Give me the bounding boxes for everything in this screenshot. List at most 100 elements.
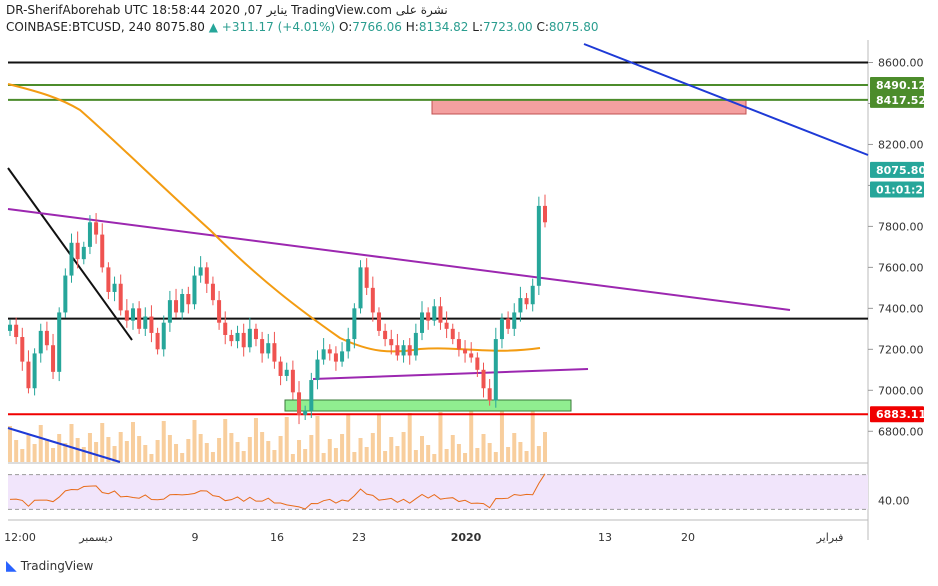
candle-body: [315, 359, 320, 381]
volume-bar: [87, 433, 92, 462]
volume-bar: [401, 432, 406, 462]
descending-trendline-purple[interactable]: [7, 208, 791, 311]
volume-bar: [223, 419, 228, 462]
candle-body: [456, 339, 461, 350]
high-label: H:: [405, 20, 419, 34]
close-label: C:: [536, 20, 549, 34]
candle-body: [87, 222, 92, 247]
volume-bars: [8, 409, 547, 462]
candle-body: [383, 330, 388, 340]
candle-body: [192, 275, 197, 305]
volume-bar: [303, 449, 308, 462]
candle-body: [223, 322, 228, 335]
footer: ◣ TradingView: [6, 558, 93, 574]
candle-body: [241, 332, 246, 348]
downtrend-line-blue[interactable]: [583, 43, 869, 156]
candle-body: [407, 345, 412, 356]
volume-bar: [395, 446, 400, 462]
volume-bar: [241, 451, 246, 462]
volume-bar: [81, 447, 86, 462]
x-tick-label: 16: [270, 531, 284, 544]
candle-body: [69, 242, 74, 276]
candle-body: [524, 298, 529, 305]
volume-bar: [192, 420, 197, 462]
volume-bar: [346, 415, 351, 462]
volume-bar: [284, 417, 289, 462]
volume-bar: [481, 434, 486, 462]
candle-body: [94, 222, 99, 235]
volume-bar: [309, 435, 314, 462]
volume-bar: [444, 449, 449, 462]
candle-body: [272, 343, 277, 362]
candle-body: [149, 316, 154, 333]
volume-bar: [278, 436, 283, 462]
low-value: 7723.00: [483, 20, 533, 34]
volume-bar: [352, 452, 357, 462]
candle-body: [370, 287, 375, 313]
candle-body: [530, 285, 535, 305]
price-axis: 6800.00 7000.00 7200.00 7400.00 7600.00 7800.…: [868, 56, 931, 438]
volume-bar: [420, 436, 425, 462]
low-label: L:: [472, 20, 483, 34]
support-zone[interactable]: [284, 399, 572, 412]
candle-body: [38, 330, 43, 354]
x-tick-label: ديسمبر: [78, 531, 113, 544]
resistance-zone[interactable]: [431, 99, 747, 115]
moving-average[interactable]: [7, 83, 541, 353]
volume-bar: [167, 435, 172, 462]
y-tick-label: 8200.00: [878, 138, 924, 151]
x-tick-label: 23: [352, 531, 366, 544]
candle-body: [112, 283, 117, 292]
candle-body: [51, 345, 56, 372]
brand-label: TradingView: [20, 559, 94, 573]
volume-bar: [100, 423, 105, 462]
candle-body: [389, 339, 394, 346]
volume-bar: [389, 437, 394, 462]
candle-body: [14, 324, 19, 338]
x-tick-label: فبراير: [816, 531, 844, 544]
volume-bar: [499, 410, 504, 462]
volume-bar: [536, 446, 541, 462]
price-label-box: [870, 181, 924, 198]
x-tick-label: 13: [598, 531, 612, 544]
volume-bar: [487, 443, 492, 462]
candle-body: [180, 294, 185, 313]
y-tick-label: 7400.00: [878, 302, 924, 315]
y-tick-label: 7600.00: [878, 261, 924, 274]
candle-body: [346, 339, 351, 352]
open-label: O:: [339, 20, 353, 34]
candle-body: [309, 380, 314, 411]
tradingview-logo-icon: ◣: [6, 558, 17, 574]
candle-body: [75, 242, 80, 260]
candle-body: [321, 349, 326, 360]
candle-body: [130, 308, 135, 321]
volume-bar: [32, 444, 37, 462]
candle-body: [438, 306, 443, 323]
candle-body: [260, 339, 265, 354]
volume-bar: [143, 445, 148, 462]
candle-body: [217, 300, 222, 323]
volume-bar: [506, 447, 511, 462]
volume-bar: [383, 451, 388, 462]
volume-bar: [124, 441, 129, 462]
ascending-trendline-purple[interactable]: [312, 368, 589, 380]
candle-body: [450, 328, 455, 340]
volume-bar: [315, 416, 320, 462]
volume-bar: [217, 438, 222, 462]
lower-trendline-blue[interactable]: [7, 427, 121, 463]
candle-body: [284, 369, 289, 376]
volume-bar: [130, 422, 135, 462]
price-label-box: [870, 76, 924, 93]
volume-bar: [493, 452, 498, 462]
grid: [8, 40, 869, 540]
candle-body: [297, 392, 302, 415]
volume-bar: [450, 435, 455, 462]
volume-bar: [235, 442, 240, 462]
volume-bar: [426, 445, 431, 462]
volume-bar: [14, 440, 19, 462]
chart-header: DR-SherifAborehab UTC 18:58:44 2020 ,07 …: [6, 2, 599, 36]
volume-bar: [260, 432, 265, 462]
volume-bar: [407, 413, 412, 462]
candle-body: [266, 343, 271, 354]
